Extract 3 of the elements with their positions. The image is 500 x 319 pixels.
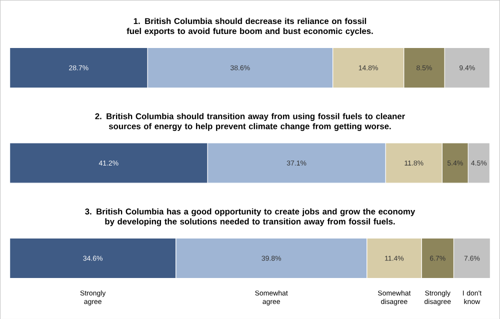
y-tick-label: 1. British Columbia should decrease its reliance on fossil fuel exports to avoid future boom and bust economic cycles.: [126, 18, 373, 36]
y-tick-label: 3. British Columbia has a good opportunity to create jobs and grow the economy by developing the solutions needed to transition away from fossil fuels.: [85, 208, 416, 226]
y-tick-label: 2. British Columbia should transition away from using fossil fuels to cleaner sources of energy to help prevent climate change from getting worse.: [95, 112, 405, 131]
